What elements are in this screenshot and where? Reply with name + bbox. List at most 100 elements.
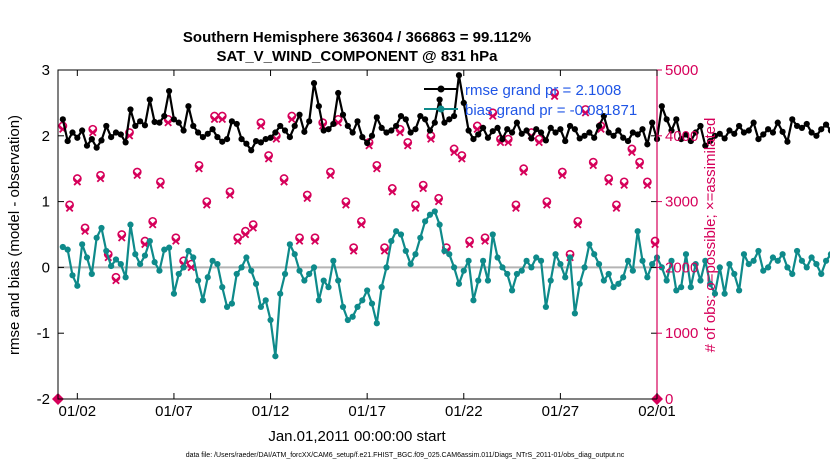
bias-point <box>533 254 540 261</box>
bias-point <box>620 274 627 281</box>
obs-assimilated-point <box>241 230 250 239</box>
bias-point <box>117 261 124 268</box>
rmse-point <box>673 116 680 123</box>
rmse-point <box>793 122 801 130</box>
bias-point <box>818 270 825 278</box>
rmse-point <box>591 134 598 141</box>
y-right-tick-label: 2000 <box>665 259 698 276</box>
bias-point <box>813 261 820 268</box>
rmse-point <box>170 116 178 123</box>
rmse-point <box>112 129 120 136</box>
rmse-point <box>301 128 308 135</box>
rmse-point <box>779 128 786 135</box>
bias-point <box>624 257 632 264</box>
y-axis-right-label: # of obs: o=possible; ×=assimilated <box>702 118 719 353</box>
rmse-point <box>581 132 588 139</box>
rmse-point <box>180 127 187 134</box>
rmse-point <box>325 126 332 133</box>
bias-point <box>721 290 728 297</box>
rmse-point <box>262 135 269 143</box>
bias-point <box>301 277 308 284</box>
rmse-point <box>98 137 105 144</box>
bias-point <box>779 251 786 258</box>
bias-point <box>141 252 149 259</box>
rmse-point <box>383 129 390 136</box>
bias-point <box>668 257 675 264</box>
bias-point <box>417 234 424 241</box>
rmse-point <box>199 134 207 141</box>
bias-point <box>595 261 603 268</box>
rmse-point <box>537 129 545 136</box>
bias-point <box>803 264 810 271</box>
obs-assimilated-point <box>535 138 543 147</box>
obs-assimilated-point <box>249 224 257 232</box>
bias-point <box>736 287 743 294</box>
bias-point <box>344 316 351 324</box>
bias-point <box>238 264 245 271</box>
obs-assimilated-point <box>202 201 211 209</box>
x-tick-label: 01/12 <box>252 403 290 420</box>
rmse-point <box>373 114 380 121</box>
rmse-point <box>393 122 400 130</box>
bias-point <box>103 247 110 255</box>
rmse-point <box>272 129 279 136</box>
obs-assimilated-point <box>233 237 242 245</box>
rmse-point <box>344 122 351 130</box>
obs-assimilated-point <box>573 220 582 229</box>
obs-assimilated-point <box>156 181 165 189</box>
bias-point <box>822 257 830 264</box>
bias-point <box>649 261 656 268</box>
obs-assimilated-point <box>88 128 97 137</box>
bias-point <box>446 251 453 258</box>
bias-point <box>789 270 796 278</box>
bias-point <box>180 264 187 271</box>
rmse-point <box>726 127 733 134</box>
y-tick-label: -2 <box>37 391 50 408</box>
rmse-point <box>523 127 530 134</box>
bias-point <box>137 261 144 268</box>
bias-point <box>204 274 211 281</box>
bias-point <box>64 246 71 253</box>
bias-point <box>364 287 371 294</box>
x-tick-label: 02/01 <box>638 403 676 420</box>
rmse-point <box>431 119 438 126</box>
bias-point <box>605 270 612 278</box>
rmse-point <box>330 120 337 128</box>
rmse-point <box>484 134 492 141</box>
obs-assimilated-point <box>403 141 412 150</box>
rmse-point <box>359 134 366 141</box>
bias-point <box>591 251 598 258</box>
rmse-point <box>547 124 554 132</box>
obs-assimilated-point <box>519 168 528 176</box>
obs-assimilated-point <box>73 178 82 186</box>
rmse-point <box>252 137 260 145</box>
rmse-point <box>185 103 192 110</box>
rmse-point <box>513 119 521 126</box>
rmse-point <box>562 137 569 145</box>
rmse-point <box>518 130 525 137</box>
rmse-point <box>494 124 501 132</box>
rmse-point <box>822 121 830 128</box>
bias-point <box>760 267 767 274</box>
obs-assimilated-point <box>287 115 296 124</box>
bias-point <box>682 251 690 258</box>
rmse-point <box>600 112 607 120</box>
bias-point <box>793 247 801 255</box>
bias-point <box>248 267 255 274</box>
obs-assimilated-point <box>450 148 458 157</box>
bias-point <box>349 313 356 320</box>
bias-point <box>755 247 762 255</box>
bias-point <box>678 284 685 291</box>
rmse-point <box>238 135 245 143</box>
rmse-point <box>248 147 255 154</box>
rmse-point <box>566 122 574 130</box>
bias-point <box>325 284 332 291</box>
rmse-point <box>692 129 699 136</box>
rmse-point <box>687 137 694 145</box>
rmse-point <box>576 135 583 142</box>
rmse-point <box>402 116 409 123</box>
bias-point <box>190 254 197 261</box>
bias-point <box>407 261 414 268</box>
rmse-point <box>784 138 791 145</box>
bias-point <box>431 208 438 215</box>
